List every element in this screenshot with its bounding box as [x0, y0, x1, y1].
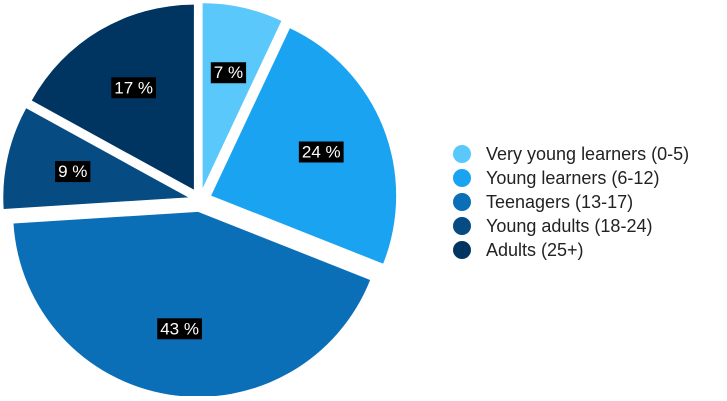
legend-label: Young adults (18-24) — [486, 216, 652, 236]
data-label-young-learners-6-12: 24 % — [298, 141, 344, 163]
data-label-box — [298, 141, 344, 163]
pie-slice-young-adults-18-24 — [3, 108, 189, 209]
data-label-box — [210, 62, 247, 84]
data-label-text: 17 % — [114, 78, 153, 97]
legend-item-young-learners-6-12: Young learners (6-12) — [453, 168, 659, 188]
legend-swatch — [453, 145, 471, 163]
data-label-text: 9 % — [58, 162, 87, 181]
data-label-box — [157, 318, 202, 340]
legend-label: Teenagers (13-17) — [486, 192, 633, 212]
data-label-box — [111, 77, 156, 99]
legend-swatch — [453, 241, 471, 259]
legend-swatch — [453, 193, 471, 211]
data-label-text: 7 % — [214, 63, 243, 82]
data-label-young-adults-18-24: 9 % — [55, 161, 91, 183]
legend-label: Very young learners (0-5) — [486, 144, 689, 164]
pie-slice-teenagers-13-17 — [13, 211, 371, 397]
data-label-adults-25: 17 % — [111, 77, 156, 99]
legend-label: Young learners (6-12) — [486, 168, 659, 188]
data-label-very-young-learners-0-5: 7 % — [210, 62, 247, 84]
legend-label: Adults (25+) — [486, 240, 584, 260]
legend-swatch — [453, 169, 471, 187]
data-label-text: 24 % — [302, 142, 341, 161]
legend: Very young learners (0-5) Young learners … — [453, 144, 689, 260]
data-label-text: 43 % — [160, 319, 199, 338]
legend-item-very-young-learners-0-5: Very young learners (0-5) — [453, 144, 689, 164]
data-label-teenagers-13-17: 43 % — [157, 318, 202, 340]
data-labels-layer: 7 % 24 % 43 % 9 % 17 % — [55, 62, 344, 340]
data-label-box — [55, 161, 91, 183]
legend-item-teenagers-13-17: Teenagers (13-17) — [453, 192, 633, 212]
legend-item-young-adults-18-24: Young adults (18-24) — [453, 216, 652, 236]
pie-slice-very-young-learners-0-5 — [202, 3, 282, 189]
slices-layer — [3, 3, 397, 397]
legend-swatch — [453, 217, 471, 235]
legend-item-adults-25: Adults (25+) — [453, 240, 584, 260]
